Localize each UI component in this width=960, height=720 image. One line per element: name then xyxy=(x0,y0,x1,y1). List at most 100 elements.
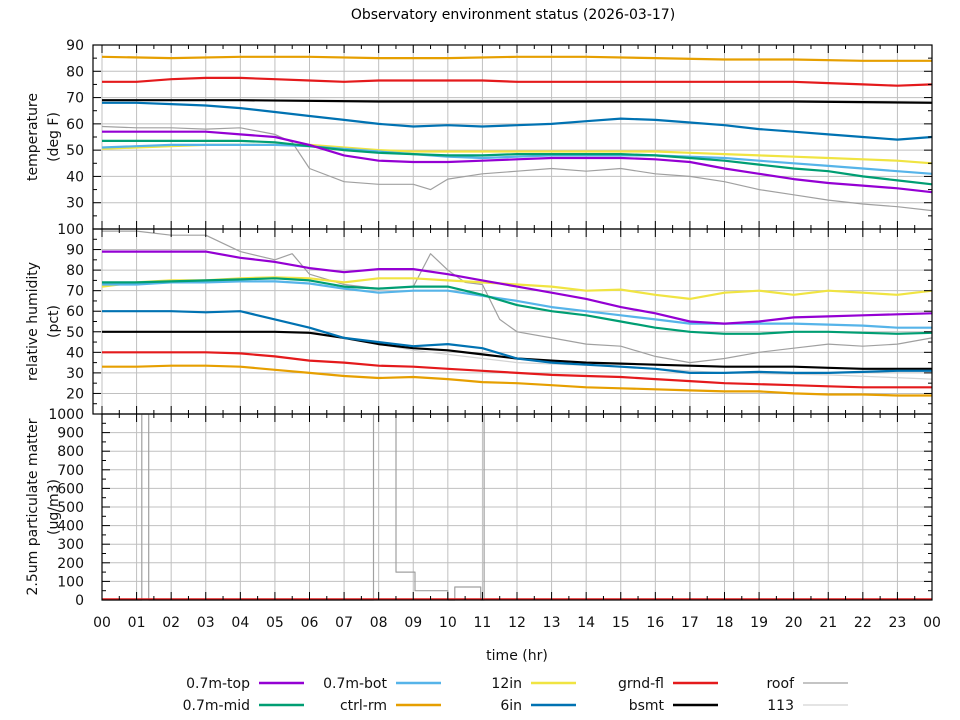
legend-label: 0.7m-bot xyxy=(323,676,387,692)
legend-item-roof: roof xyxy=(766,676,848,692)
series-line-0.7m-bot xyxy=(102,280,932,329)
legend-item-113: 113 xyxy=(767,698,848,714)
y-tick-label: 100 xyxy=(57,222,84,238)
chart-title: Observatory environment status (2026-03-… xyxy=(351,7,675,23)
y-axis-label: (ug/m3) xyxy=(46,479,62,535)
y-tick-label: 800 xyxy=(57,444,84,460)
legend-item-6in: 6in xyxy=(500,698,576,714)
x-tick-label: 04 xyxy=(231,615,249,631)
legend-item-0.7m-mid: 0.7m-mid xyxy=(183,698,304,714)
x-tick-label: 16 xyxy=(646,615,664,631)
panel-temperature: 30 40 50 60 70 80 90 temperature (deg F) xyxy=(25,38,933,230)
y-tick-label: 900 xyxy=(57,426,84,442)
legend: 0.7m-top 0.7m-mid 0.7m-bot ctrl-rm 12in 6in gr… xyxy=(183,676,848,714)
legend-item-grnd-fl: grnd-fl xyxy=(618,676,718,692)
y-tick-label: 20 xyxy=(66,386,84,402)
y-tick-label: 70 xyxy=(66,91,84,107)
y-tick-label: 60 xyxy=(66,117,84,133)
x-tick-label: 20 xyxy=(785,615,803,631)
y-tick-label: 80 xyxy=(66,263,84,279)
y-tick-label: 40 xyxy=(66,345,84,361)
y-axis-label: relative humidity xyxy=(25,262,41,381)
y-tick-label: 30 xyxy=(66,196,84,212)
legend-item-12in: 12in xyxy=(491,676,576,692)
series-line-0.7m-top xyxy=(102,250,933,325)
x-tick-label: 21 xyxy=(819,615,837,631)
y-tick-label: 300 xyxy=(57,537,84,553)
legend-item-0.7m-top: 0.7m-top xyxy=(186,676,304,692)
y-axis-label: (deg F) xyxy=(46,112,62,162)
legend-label: 12in xyxy=(491,676,522,692)
series-line-bsmt xyxy=(102,99,933,104)
legend-label: 0.7m-mid xyxy=(183,698,250,714)
grid xyxy=(102,414,932,600)
panel-relative-humidity: 20 30 40 50 60 70 80 90 100 relative humidity (pct… xyxy=(25,222,933,415)
x-tick-label: 06 xyxy=(301,615,319,631)
x-axis-label: time (hr) xyxy=(486,648,548,664)
y-axis-label: (pct) xyxy=(46,305,62,338)
x-tick-label: 12 xyxy=(508,615,526,631)
x-tick-label: 22 xyxy=(854,615,872,631)
legend-item-ctrl-rm: ctrl-rm xyxy=(340,698,441,714)
y-tick-label: 90 xyxy=(66,38,84,54)
x-tick-label: 05 xyxy=(266,615,284,631)
x-tick-label: 00 xyxy=(923,615,941,631)
legend-label: roof xyxy=(766,676,795,692)
series-group xyxy=(101,55,933,212)
y-tick-label: 70 xyxy=(66,284,84,300)
x-tick-label: 23 xyxy=(889,615,907,631)
y-axis-label: temperature xyxy=(25,93,41,181)
grid xyxy=(93,45,932,229)
y-tick-label: 200 xyxy=(57,556,84,572)
x-tick-label: 00 xyxy=(93,615,111,631)
x-tick-label: 01 xyxy=(128,615,146,631)
legend-item-bsmt: bsmt xyxy=(629,698,718,714)
x-tick-label: 17 xyxy=(681,615,699,631)
y-tick-label: 90 xyxy=(66,243,84,259)
series-line-roof xyxy=(101,125,933,212)
y-tick-label: 50 xyxy=(66,143,84,159)
y-tick-label: 1000 xyxy=(48,407,84,423)
legend-item-0.7m-bot: 0.7m-bot xyxy=(323,676,441,692)
legend-label: grnd-fl xyxy=(618,676,664,692)
y-tick-label: 600 xyxy=(57,481,84,497)
x-tick-label: 08 xyxy=(370,615,388,631)
series-line-ctrl-rm xyxy=(101,55,932,62)
x-tick-label: 15 xyxy=(612,615,630,631)
y-tick-label: 40 xyxy=(66,169,84,185)
x-tick-label: 18 xyxy=(716,615,734,631)
y-tick-label: 60 xyxy=(66,304,84,320)
series-line-6in xyxy=(102,101,933,141)
y-tick-label: 50 xyxy=(66,325,84,341)
x-tick-label: 03 xyxy=(197,615,215,631)
series-line-roof xyxy=(102,413,932,601)
series-line-0.7m-mid xyxy=(102,277,933,335)
series-line-0.7m-top xyxy=(102,130,933,194)
y-tick-label: 30 xyxy=(66,366,84,382)
y-tick-label: 700 xyxy=(57,463,84,479)
series-group xyxy=(101,230,933,397)
series-line-ctrl-rm xyxy=(102,364,932,397)
legend-label: 0.7m-top xyxy=(186,676,250,692)
series-line-0.7m-bot xyxy=(101,143,933,175)
x-tick-label: 19 xyxy=(750,615,768,631)
plot-frame xyxy=(92,44,933,230)
y-tick-label: 0 xyxy=(75,593,84,609)
x-tick-label: 13 xyxy=(543,615,561,631)
x-tick-label: 14 xyxy=(577,615,595,631)
y-tick-label: 100 xyxy=(57,574,84,590)
series-line-grnd-fl xyxy=(102,351,932,389)
y-tick-label: 500 xyxy=(57,500,84,516)
legend-label: ctrl-rm xyxy=(340,698,387,714)
x-tick-label: 02 xyxy=(162,615,180,631)
series-line-0.7m-mid xyxy=(102,139,933,186)
y-tick-label: 80 xyxy=(66,64,84,80)
legend-label: bsmt xyxy=(629,698,665,714)
x-tick-label: 07 xyxy=(335,615,353,631)
legend-label: 6in xyxy=(500,698,522,714)
x-tick-label: 09 xyxy=(404,615,422,631)
x-tick-label: 11 xyxy=(474,615,492,631)
series-line-roof xyxy=(102,230,933,364)
